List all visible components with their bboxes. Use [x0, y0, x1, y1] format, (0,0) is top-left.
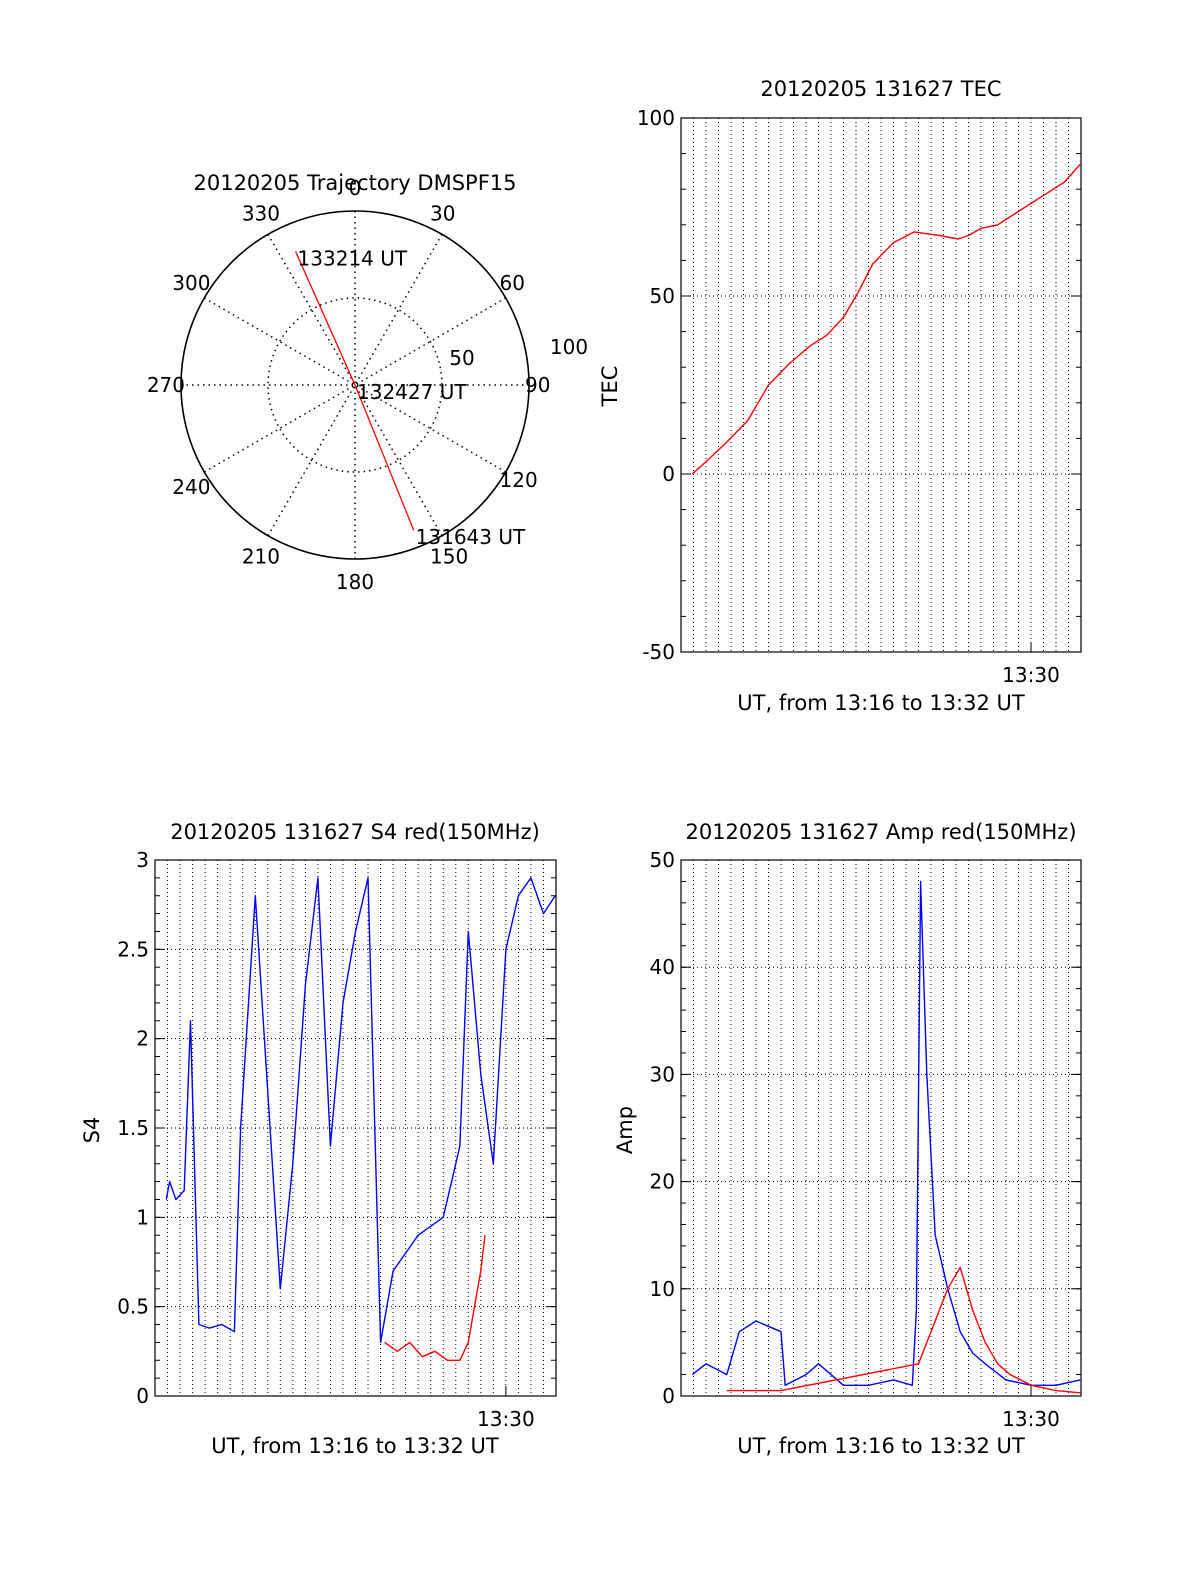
polar-radius-label: 100 — [550, 335, 588, 359]
series-line-red — [691, 163, 1081, 475]
y-tick-label: 50 — [650, 284, 675, 308]
y-tick-label: 1.5 — [117, 1116, 149, 1140]
amp-ylabel: Amp — [613, 1106, 637, 1154]
plot-frame — [680, 117, 1082, 653]
y-tick-label: 1 — [136, 1205, 149, 1229]
tec-xlabel: UT, from 13:16 to 13:32 UT — [737, 691, 1025, 715]
polar-labels: 0 30 60 90 120 150 180 210 240 270 300 330 50 100 1332… — [147, 176, 588, 594]
amp-chart: 20120205 131627 Amp red(150MHz) UT, from… — [613, 820, 1082, 1458]
y-tick-label: 100 — [637, 106, 675, 130]
polar-inner-circle — [267, 297, 443, 473]
tec-chart: 20120205 131627 TEC UT, from 13:16 to 13… — [598, 77, 1082, 715]
amp-title: 20120205 131627 Amp red(150MHz) — [685, 820, 1076, 844]
series-line-blue — [691, 880, 1081, 1386]
amp-xlabel: UT, from 13:16 to 13:32 UT — [737, 1434, 1025, 1458]
tec-plot-area: 100 50 0 -50 13:30 — [637, 106, 1082, 687]
s4-chart: 20120205 131627 S4 red(150MHz) UT, from … — [80, 820, 557, 1458]
polar-trajectory-line — [295, 251, 415, 531]
s4-ylabel: S4 — [80, 1117, 104, 1144]
y-tick-label: 0 — [662, 462, 675, 486]
polar-angle-label: 270 — [147, 373, 185, 397]
y-tick-label: -50 — [642, 640, 675, 664]
s4-xlabel: UT, from 13:16 to 13:32 UT — [211, 1434, 499, 1458]
s4-title: 20120205 131627 S4 red(150MHz) — [170, 820, 540, 844]
polar-time-annotation: 131643 UT — [416, 525, 526, 549]
polar-series — [295, 251, 415, 531]
polar-grid — [180, 210, 530, 560]
tec-ylabel: TEC — [598, 366, 622, 408]
polar-angle-label: 120 — [500, 468, 538, 492]
polar-angle-label: 60 — [500, 271, 525, 295]
y-tick-label: 0 — [136, 1384, 149, 1408]
x-tick-label: 13:30 — [477, 1407, 535, 1431]
y-tick-label: 3 — [136, 848, 149, 872]
amp-plot-area: 50 40 30 20 10 0 13:30 — [650, 848, 1082, 1431]
x-tick-label: 13:30 — [1002, 663, 1060, 687]
tec-title: 20120205 131627 TEC — [760, 77, 1001, 101]
polar-angle-label: 210 — [242, 545, 280, 569]
polar-trajectory-chart: 20120205 Trajectory DMSPF15 0 30 60 90 120 15… — [147, 171, 588, 594]
polar-angle-label: 30 — [430, 201, 455, 225]
polar-angle-label: 90 — [525, 373, 550, 397]
polar-angle-label: 300 — [172, 271, 210, 295]
s4-plot-area: 3 2.5 2 1.5 1 0.5 0 13:30 — [117, 848, 557, 1431]
polar-angle-label: 0 — [349, 176, 362, 200]
y-tick-label: 10 — [650, 1277, 675, 1301]
x-tick-label: 13:30 — [1002, 1407, 1060, 1431]
series-line-red — [726, 1266, 1081, 1394]
y-tick-label: 40 — [650, 955, 675, 979]
plot-frame — [154, 859, 557, 1397]
series-line-blue — [165, 877, 556, 1344]
y-tick-label: 2 — [136, 1027, 149, 1051]
y-tick-label: 30 — [650, 1062, 675, 1086]
y-tick-label: 0.5 — [117, 1295, 149, 1319]
polar-title: 20120205 Trajectory DMSPF15 — [193, 171, 516, 195]
polar-angle-label: 330 — [242, 201, 280, 225]
plot-frame — [680, 859, 1082, 1397]
polar-time-annotation: 133214 UT — [298, 246, 408, 270]
y-tick-label: 20 — [650, 1170, 675, 1194]
y-tick-label: 50 — [650, 848, 675, 872]
polar-angle-label: 240 — [172, 475, 210, 499]
polar-angle-label: 150 — [430, 545, 468, 569]
y-tick-label: 0 — [662, 1384, 675, 1408]
y-tick-label: 2.5 — [117, 937, 149, 961]
series-line-red — [384, 1235, 486, 1361]
polar-radius-label: 50 — [449, 346, 474, 370]
polar-angle-label: 180 — [336, 570, 374, 594]
polar-time-annotation: 132427 UT — [357, 380, 467, 404]
